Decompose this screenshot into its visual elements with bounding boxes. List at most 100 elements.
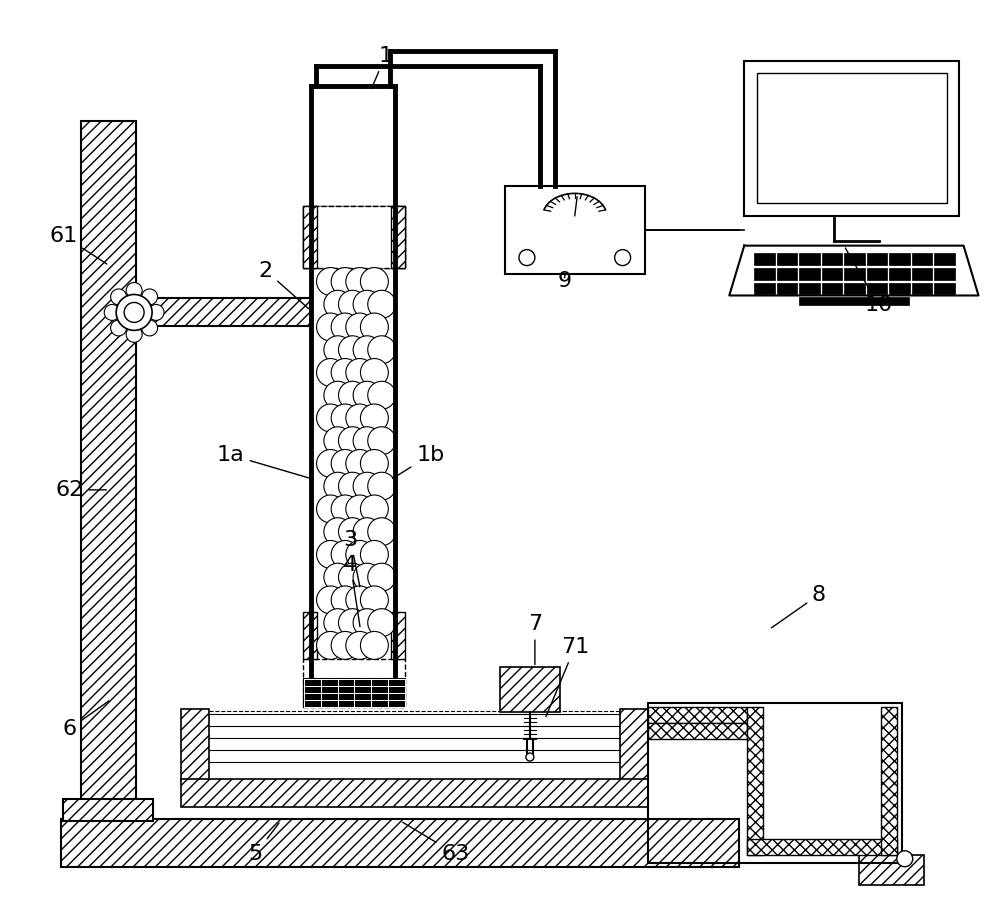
Bar [754,252,775,265]
Text: 71: 71 [546,637,589,716]
Circle shape [317,541,344,569]
Bar [799,252,820,265]
Circle shape [317,313,344,341]
Circle shape [615,250,631,266]
Bar [889,252,910,265]
Circle shape [317,359,344,387]
Bar [391,205,405,268]
Circle shape [368,336,396,364]
Bar [648,703,902,863]
Text: 1: 1 [371,46,392,88]
Polygon shape [729,246,979,296]
Circle shape [346,404,374,432]
Circle shape [338,518,366,546]
Circle shape [346,632,374,660]
Circle shape [353,472,381,500]
Circle shape [148,305,164,321]
Circle shape [346,541,374,569]
Text: 5: 5 [249,824,279,864]
Bar [620,709,648,781]
Circle shape [317,586,344,614]
Circle shape [111,320,127,336]
Bar [754,268,775,279]
Bar [303,205,405,268]
Bar [63,799,153,821]
Circle shape [526,753,534,761]
Circle shape [338,381,366,409]
Bar [303,612,317,660]
Circle shape [897,851,913,867]
Circle shape [346,495,374,523]
Bar [777,268,797,279]
Bar [889,283,910,295]
Text: 62: 62 [55,480,106,500]
Bar [867,268,887,279]
Bar [747,839,897,855]
Text: 61: 61 [49,225,107,264]
Circle shape [324,563,352,591]
Circle shape [353,336,381,364]
Circle shape [331,541,359,569]
Circle shape [111,289,127,305]
Circle shape [360,359,388,387]
Circle shape [338,563,366,591]
Bar [181,709,209,781]
Circle shape [331,495,359,523]
Circle shape [519,250,535,266]
Circle shape [116,295,152,331]
Circle shape [331,450,359,478]
Bar [912,252,932,265]
Circle shape [346,359,374,387]
Circle shape [353,518,381,546]
Bar [822,252,842,265]
Circle shape [368,563,396,591]
Circle shape [124,303,144,323]
Circle shape [353,381,381,409]
Bar [303,205,405,268]
Bar [757,73,947,203]
Bar [934,268,955,279]
Bar [136,298,311,326]
Bar [859,855,924,885]
Circle shape [142,320,158,336]
Circle shape [338,609,366,637]
Circle shape [338,290,366,318]
Circle shape [360,541,388,569]
Circle shape [324,472,352,500]
Bar [867,252,887,265]
Bar [777,252,797,265]
Bar [304,679,405,707]
Circle shape [317,268,344,296]
Bar [505,186,645,274]
Circle shape [346,450,374,478]
Circle shape [368,427,396,455]
Circle shape [324,518,352,546]
Bar [912,283,932,295]
Circle shape [353,290,381,318]
Bar [81,121,136,814]
Text: 2: 2 [259,260,309,308]
Circle shape [368,609,396,637]
Text: 8: 8 [771,585,826,628]
Bar [648,724,747,739]
Bar [934,283,955,295]
Circle shape [338,336,366,364]
Bar [799,297,909,305]
Circle shape [360,268,388,296]
Circle shape [353,427,381,455]
Circle shape [368,290,396,318]
Circle shape [360,313,388,341]
Circle shape [331,313,359,341]
Bar [822,268,842,279]
Circle shape [324,609,352,637]
Circle shape [368,381,396,409]
Text: 6: 6 [62,701,109,739]
Bar [303,205,317,268]
Bar [844,252,865,265]
Bar [867,283,887,295]
Bar [391,612,405,660]
Circle shape [126,326,142,342]
Bar [303,660,405,707]
Circle shape [324,381,352,409]
Circle shape [368,518,396,546]
